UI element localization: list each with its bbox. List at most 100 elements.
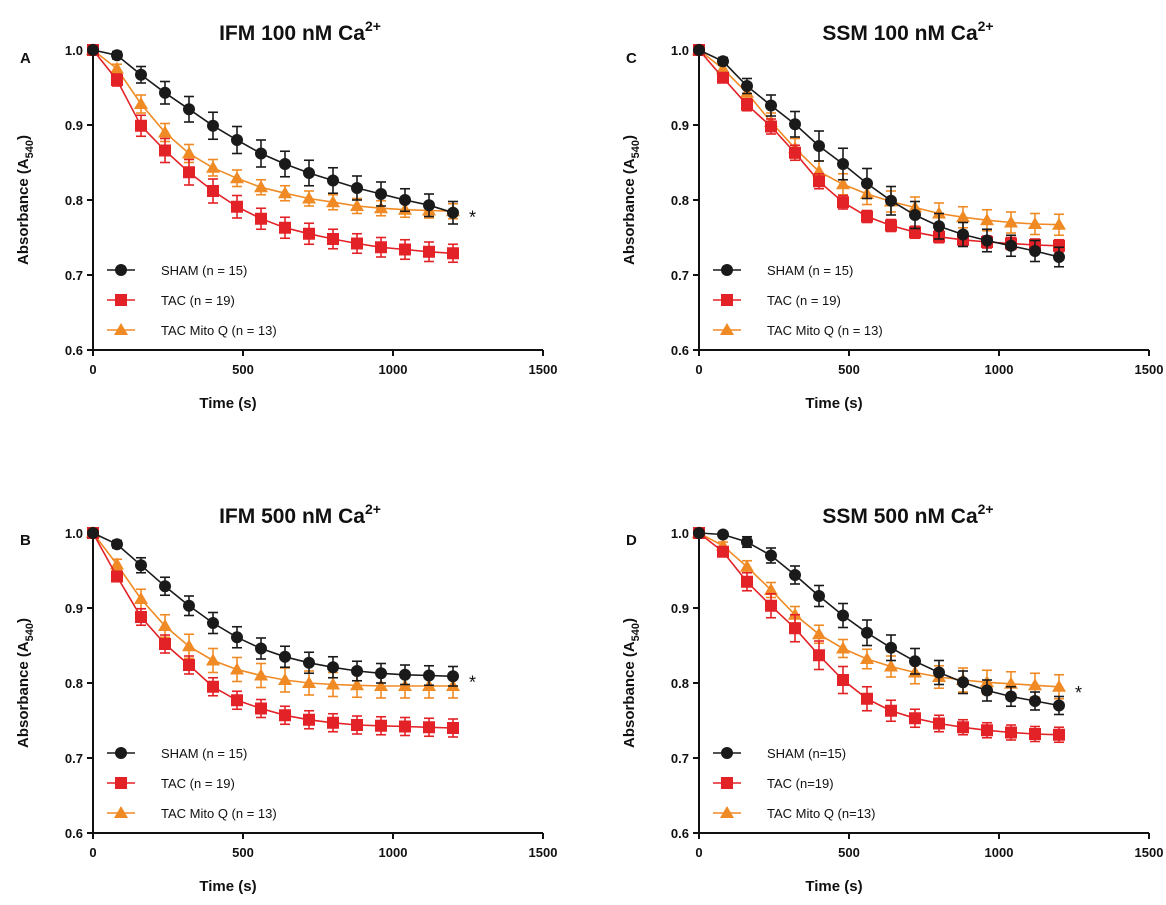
y-tick-label: 0.7 <box>65 751 83 766</box>
legend-n-label: (n = 15) <box>202 746 247 761</box>
data-point <box>1029 728 1041 740</box>
x-tick-label: 1000 <box>379 845 408 860</box>
data-point <box>207 185 219 197</box>
data-point <box>423 721 435 734</box>
data-point <box>884 659 898 672</box>
legend-series-name: TAC Mito Q <box>161 806 232 821</box>
data-point <box>399 243 411 256</box>
legend-label: TAC Mito Q (n=13) <box>767 806 876 821</box>
data-point <box>836 641 850 654</box>
data-point <box>399 194 411 206</box>
data-point <box>1053 251 1065 263</box>
data-point <box>375 188 387 200</box>
legend-marker <box>115 747 127 759</box>
series-sham <box>693 527 1065 716</box>
y-tick-label: 0.8 <box>65 676 83 691</box>
data-point <box>111 570 123 583</box>
x-tick-label: 500 <box>838 845 860 860</box>
legend-entry: SHAM (n = 15) <box>107 263 247 278</box>
y-tick-label: 0.9 <box>671 118 689 133</box>
data-point <box>231 631 243 644</box>
data-point <box>183 659 195 671</box>
panel-title-superscript: 2+ <box>365 501 381 517</box>
series-tac-mito-q <box>692 526 1066 700</box>
data-point <box>1053 699 1065 712</box>
x-tick-label: 500 <box>232 845 254 860</box>
legend-marker <box>114 806 128 818</box>
x-tick-label: 1000 <box>985 362 1014 377</box>
data-point <box>981 684 993 697</box>
legend-n-label: (n = 19) <box>190 776 235 791</box>
x-tick-label: 1000 <box>379 362 408 377</box>
data-point <box>788 607 802 620</box>
legend-n-label: (n = 19) <box>190 293 235 308</box>
data-point <box>717 55 729 68</box>
panel-title: IFM 100 nM Ca2+ <box>219 18 381 45</box>
data-point <box>933 220 945 233</box>
y-axis-label: Absorbance (A540) <box>621 135 642 265</box>
data-point <box>279 158 291 170</box>
data-point <box>789 569 801 581</box>
y-axis-label-end: ) <box>621 618 638 623</box>
data-point <box>447 722 459 734</box>
data-point <box>351 719 363 731</box>
data-point <box>351 237 363 250</box>
series-tac-mito-q <box>692 43 1066 237</box>
panel-title-superscript: 2+ <box>978 18 994 34</box>
legend-label: TAC (n = 19) <box>767 293 841 308</box>
legend-marker <box>115 777 127 789</box>
series-sham <box>87 527 459 687</box>
data-point <box>254 180 268 193</box>
legend-entry: TAC Mito Q (n=13) <box>713 806 876 821</box>
data-point <box>861 210 873 223</box>
data-point <box>693 44 705 56</box>
data-point <box>932 206 946 219</box>
data-point <box>375 667 387 680</box>
data-point <box>837 196 849 209</box>
panel-label: B <box>20 532 31 549</box>
data-point <box>255 702 267 715</box>
data-point <box>375 241 387 254</box>
data-point <box>303 167 315 179</box>
data-point <box>861 692 873 705</box>
x-axis-label: Time (s) <box>199 395 256 412</box>
data-point <box>933 666 945 679</box>
data-point <box>1004 676 1018 689</box>
data-point <box>135 611 147 623</box>
data-point <box>837 158 849 170</box>
data-point <box>717 71 729 84</box>
panel-title-main: IFM 500 nM Ca <box>219 505 365 528</box>
y-tick-label: 0.6 <box>65 826 83 841</box>
data-point <box>134 97 148 109</box>
panel-title: SSM 100 nM Ca2+ <box>822 18 993 45</box>
data-point <box>693 527 705 539</box>
data-point <box>231 134 243 146</box>
data-point <box>980 213 994 226</box>
panel-label: C <box>626 50 637 67</box>
data-point <box>302 676 316 688</box>
legend-n-label: (n = 15) <box>808 263 853 278</box>
data-point <box>447 206 459 219</box>
data-point <box>981 724 993 737</box>
data-point <box>813 590 825 602</box>
significance-marker: * <box>469 672 476 692</box>
data-point <box>813 140 825 152</box>
data-point <box>326 677 340 690</box>
data-point <box>303 227 315 240</box>
data-point <box>909 655 921 668</box>
legend-n-label: (n = 15) <box>202 263 247 278</box>
data-point <box>350 678 364 691</box>
x-tick-label: 0 <box>695 362 702 377</box>
data-point <box>231 694 243 707</box>
data-point <box>764 583 778 595</box>
data-point <box>111 74 123 86</box>
data-point <box>861 177 873 190</box>
data-point <box>1005 239 1017 252</box>
x-tick-label: 0 <box>89 362 96 377</box>
data-point <box>813 649 825 662</box>
data-point <box>111 538 123 551</box>
series-sham <box>693 44 1065 268</box>
y-tick-label: 0.6 <box>671 343 689 358</box>
y-axis-label-main: Absorbance (A <box>15 641 32 748</box>
